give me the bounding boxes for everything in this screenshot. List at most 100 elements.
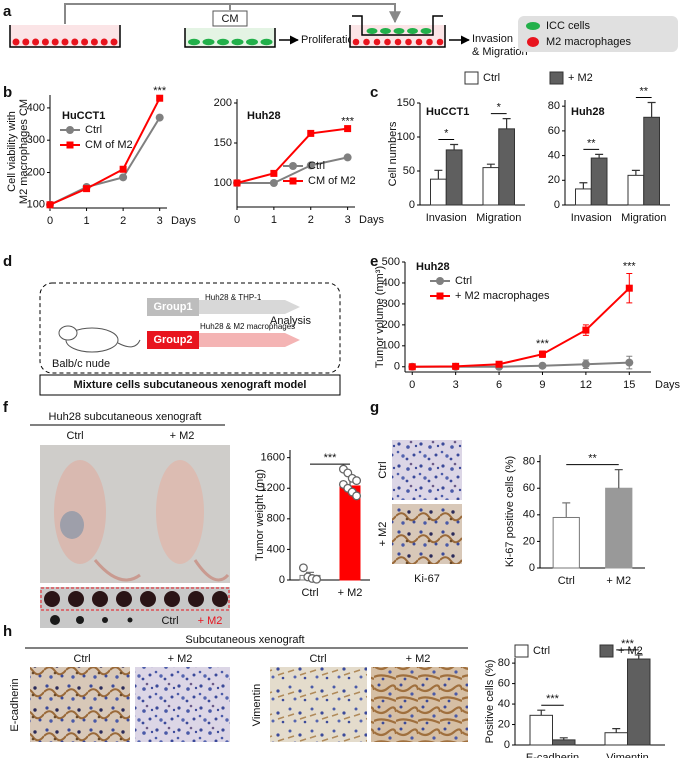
proliferation-label: Proliferation <box>301 34 360 46</box>
x-tick-label: Vimentin <box>606 752 649 758</box>
column-label: Ctrl <box>73 653 90 665</box>
x-tick-label: Invasion <box>426 212 467 224</box>
data-point <box>298 563 308 573</box>
mouse <box>54 460 106 564</box>
cell <box>393 28 405 34</box>
mouse-head <box>58 325 78 341</box>
cell <box>405 38 412 46</box>
y-axis-label: Cell viability with <box>6 111 18 192</box>
y-tick-label: 60 <box>523 482 535 494</box>
y-tick-label: 50 <box>403 165 415 177</box>
y-tick-label: 400 <box>267 543 285 555</box>
tumor <box>76 616 84 624</box>
cell <box>407 28 418 34</box>
cell <box>231 38 244 46</box>
legend-swatch <box>464 71 479 85</box>
cell <box>260 38 273 46</box>
mouse-tail <box>117 339 141 348</box>
data-point <box>233 179 241 187</box>
ihc-image <box>30 667 130 742</box>
x-tick-label: Migration <box>476 212 521 224</box>
legend-label: + M2 <box>618 645 643 657</box>
column-label: Ctrl <box>66 430 83 442</box>
invasion-label: & Migration <box>472 46 528 58</box>
significance: *** <box>621 638 635 650</box>
y-tick-label: 60 <box>548 125 560 137</box>
tumor-row <box>44 591 228 625</box>
chart-title: Huh28 <box>416 261 450 273</box>
legend-swatch <box>527 37 539 47</box>
mouse-tail <box>193 559 230 582</box>
y-tick-label: 100 <box>214 177 232 189</box>
chart-title: Huh28 <box>247 110 281 122</box>
legend-marker <box>436 277 444 285</box>
cm-box <box>212 10 248 27</box>
bar <box>604 732 628 746</box>
tumor <box>68 591 84 607</box>
legend-marker <box>66 126 74 134</box>
y-tick-label: 40 <box>498 698 510 710</box>
data-point <box>343 153 352 162</box>
x-tick-label: 15 <box>623 379 635 391</box>
y-tick-label: 500 <box>382 256 400 268</box>
y-tick-label: 0 <box>554 199 560 211</box>
significance: *** <box>536 338 550 350</box>
x-tick-label: Migration <box>621 212 666 224</box>
cell <box>363 38 370 46</box>
data-point <box>270 169 278 177</box>
bar <box>445 149 463 206</box>
significance: *** <box>341 116 355 128</box>
cell <box>32 38 40 46</box>
tumor-label: Ctrl <box>161 615 178 627</box>
y-tick-label: 200 <box>382 319 400 331</box>
panel-letter: c <box>370 84 378 101</box>
tumor <box>116 591 132 607</box>
x-tick-label: Ctrl <box>301 587 318 599</box>
significance: ** <box>639 85 648 97</box>
y-tick-label: 800 <box>267 513 285 525</box>
error-bar <box>434 169 443 180</box>
error-bar <box>537 709 546 716</box>
error-bar <box>486 163 495 168</box>
y-axis-label: Cell numbers <box>387 121 399 186</box>
error-bar <box>579 182 588 189</box>
data-point <box>495 360 503 368</box>
schematic-a: CM Proliferation Invasion & Migration IC… <box>9 3 678 58</box>
tumor <box>92 591 108 607</box>
cell <box>415 38 423 46</box>
x-tick-label: 2 <box>308 214 314 226</box>
error-bar <box>502 118 511 129</box>
data-point <box>538 361 547 370</box>
ihc-image <box>371 667 468 742</box>
data-point <box>352 476 362 486</box>
data-point <box>46 201 54 209</box>
bar <box>575 188 592 206</box>
column-label: Ctrl <box>309 653 326 665</box>
cell <box>420 28 432 34</box>
y-tick-label: 0 <box>394 361 400 373</box>
stain-label: E-cadherin <box>9 678 21 731</box>
x-tick-label: 9 <box>539 379 545 391</box>
caption: Mixture cells subcutaneous xenograft mod… <box>74 379 307 391</box>
y-tick-label: 100 <box>397 131 415 143</box>
legend-label: + M2 <box>568 72 593 84</box>
legend-label: Ctrl <box>85 124 102 136</box>
x-tick-label: 3 <box>157 215 163 227</box>
cell <box>246 38 258 46</box>
y-tick-label: 100 <box>27 199 45 211</box>
bar <box>430 178 447 206</box>
group-box <box>147 298 199 316</box>
cell <box>436 38 444 46</box>
group-text: Huh28 & M2 macrophages <box>200 322 295 331</box>
data-point <box>307 129 315 137</box>
tumor <box>127 617 133 623</box>
data-point <box>344 125 352 133</box>
image-title: Subcutaneous xenograft <box>185 634 304 646</box>
legend-label: ICC cells <box>546 20 591 32</box>
chart-title: HuCCT1 <box>426 106 469 118</box>
bar <box>552 739 576 746</box>
x-tick-label: 0 <box>409 379 415 391</box>
tumor-label: + M2 <box>198 615 223 627</box>
cell-row <box>352 28 444 46</box>
x-tick-label: 2 <box>120 215 126 227</box>
